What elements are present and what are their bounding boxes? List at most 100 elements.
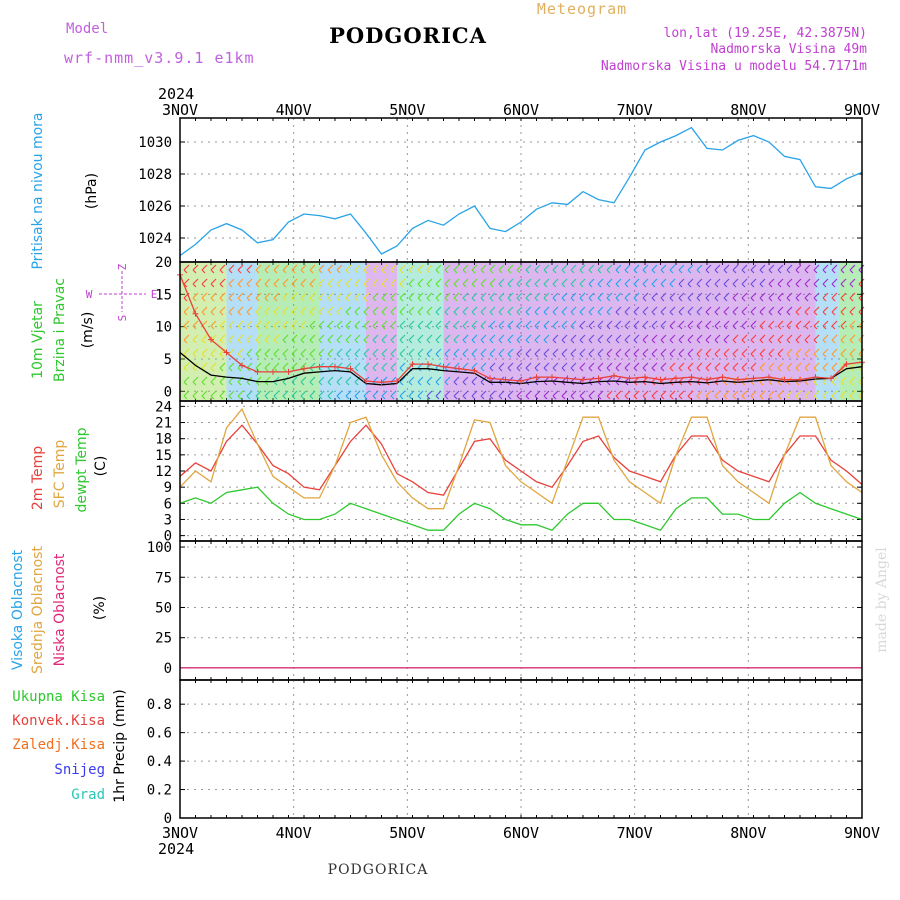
- wind-barb: [462, 264, 469, 274]
- wind-barb: [363, 292, 370, 302]
- wind-barb: [273, 278, 280, 288]
- wind-barb: [336, 292, 343, 302]
- wind-barb: [264, 348, 271, 358]
- wind-barb: [264, 334, 271, 344]
- wind-barb: [579, 334, 586, 344]
- series-line-sfc_temp: [179, 407, 863, 510]
- wind-barb: [210, 390, 217, 400]
- wind-barb: [192, 292, 199, 302]
- wind-barb: [228, 390, 235, 400]
- wind-barb: [237, 334, 244, 344]
- y-tick-label: 0.6: [147, 726, 172, 742]
- wind-barb: [264, 362, 271, 372]
- wind-barb: [408, 264, 415, 274]
- wind-barb: [543, 306, 550, 316]
- wind-barb: [786, 362, 793, 372]
- gust-mark: [564, 375, 571, 382]
- wind-barb: [282, 334, 289, 344]
- wind-barb: [660, 320, 667, 330]
- wind-barb: [741, 292, 748, 302]
- wind-barb: [498, 348, 505, 358]
- wind-barb: [381, 306, 388, 316]
- wind-barb: [768, 348, 775, 358]
- wind-barb: [408, 334, 415, 344]
- gust-mark: [208, 336, 214, 343]
- wind-barb: [777, 292, 784, 302]
- y-tick-label: 0: [164, 529, 172, 545]
- wind-barb: [678, 320, 685, 330]
- time-tick-label: 8NOV: [730, 824, 766, 842]
- wind-barb: [642, 334, 649, 344]
- wind-barb: [768, 390, 775, 400]
- wind-barb: [309, 306, 316, 316]
- wind-barb: [579, 278, 586, 288]
- wind-barb: [795, 264, 802, 274]
- wind-barb: [264, 278, 271, 288]
- wind-barb: [246, 320, 253, 330]
- wind-barb: [399, 306, 406, 316]
- wind-barb: [840, 390, 847, 400]
- wind-barb: [309, 264, 316, 274]
- wind-barb: [642, 306, 649, 316]
- wind-barb: [372, 320, 379, 330]
- time-tick-label: 3NOV: [162, 824, 198, 842]
- wind-barb: [543, 320, 550, 330]
- wind-barb: [588, 306, 595, 316]
- pressure-unit-label: (hPa): [84, 173, 100, 209]
- wind-barb: [651, 278, 658, 288]
- wind-barb: [804, 390, 811, 400]
- wind-barb-field: [366, 263, 397, 400]
- wind-barb: [462, 376, 469, 386]
- wind-barb: [237, 320, 244, 330]
- wind-barb: [327, 306, 334, 316]
- wind-barb: [219, 334, 226, 344]
- wind-barb: [849, 278, 856, 288]
- wind-barb: [282, 348, 289, 358]
- wind-barb: [435, 348, 442, 358]
- wind-barb: [282, 362, 289, 372]
- wind-barb: [408, 390, 415, 400]
- wind-barb: [588, 320, 595, 330]
- wind-barb: [678, 292, 685, 302]
- wind-barb: [516, 306, 523, 316]
- wind-barb: [345, 334, 352, 344]
- wind-barb: [426, 390, 433, 400]
- gust-mark: [192, 310, 199, 317]
- wind-barb: [507, 348, 514, 358]
- wind-barb: [750, 362, 757, 372]
- wind-panel: 0 5 10 15 20: [155, 255, 865, 402]
- wind-barb: [192, 320, 199, 330]
- wind-barb: [183, 376, 190, 386]
- wind-barb: [750, 306, 757, 316]
- wind-barb: [678, 278, 685, 288]
- wind-barb: [318, 292, 325, 302]
- wind-barb: [786, 264, 793, 274]
- wind-barb: [714, 306, 721, 316]
- wind-barb: [687, 348, 694, 358]
- wind-barb: [408, 348, 415, 358]
- wind-barb: [309, 390, 316, 400]
- wind-barb: [273, 348, 280, 358]
- wind-barb: [777, 278, 784, 288]
- wind-barb: [444, 264, 451, 274]
- wind-barb: [822, 348, 829, 358]
- wind-barb: [840, 334, 847, 344]
- gust-mark: [797, 376, 803, 383]
- wind-barb: [318, 278, 325, 288]
- gust-mark: [347, 365, 354, 372]
- wind-barb: [372, 264, 379, 274]
- wind-barb: [588, 334, 595, 344]
- wind-barb: [597, 264, 604, 274]
- wind-barb: [228, 278, 235, 288]
- wind-barb: [651, 292, 658, 302]
- wind-barb: [363, 264, 370, 274]
- y-tick-label: 100: [147, 540, 172, 556]
- gust-mark: [363, 377, 369, 384]
- wind-barb: [354, 390, 361, 400]
- wind-barb: [480, 362, 487, 372]
- wind-barb: [597, 348, 604, 358]
- wind-barb: [201, 348, 208, 358]
- wind-barb: [732, 264, 739, 274]
- wind-barb: [696, 292, 703, 302]
- temp-left-label-2: SFC Temp: [52, 440, 68, 509]
